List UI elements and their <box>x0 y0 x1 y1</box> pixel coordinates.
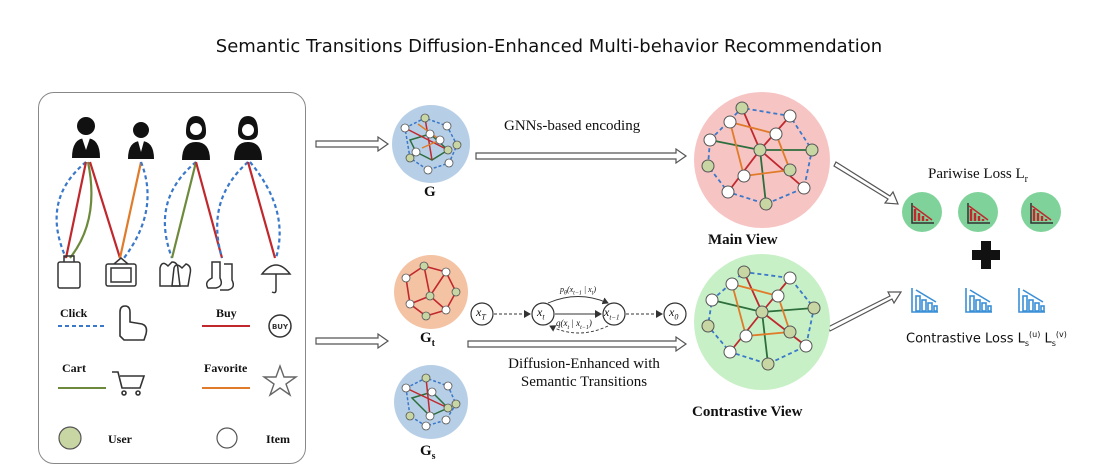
click-legend-label: Click <box>60 306 88 320</box>
arrow-to-gt <box>315 332 390 350</box>
graph-g <box>392 105 470 183</box>
legend-panel <box>38 92 306 464</box>
user-icon <box>128 122 154 159</box>
contrastive-view-label: Contrastive View <box>692 404 803 420</box>
tv-icon <box>105 257 137 287</box>
encoding-label: GNNs-based encoding <box>504 118 641 134</box>
contrastive-loss-label: Contrastive Loss Ls(u) Ls(v) <box>906 330 1067 348</box>
arrow-main-to-loss <box>833 161 899 205</box>
hollow-arrows <box>315 135 903 353</box>
interaction-edges <box>55 161 281 259</box>
node-x0 <box>663 302 687 326</box>
graph-gs <box>394 365 468 439</box>
node-x0-label: x0 <box>669 305 679 322</box>
graph-gt-label: Gt <box>420 330 436 349</box>
click-edge <box>123 161 149 259</box>
gloves-icon <box>159 261 192 287</box>
arrow-encoding <box>475 147 688 165</box>
arrow-to-g <box>315 135 390 153</box>
item-legend-label: Item <box>266 432 290 446</box>
loss-icon <box>902 192 942 232</box>
buy-badge-icon: BUY <box>268 314 292 338</box>
diffusion-chain <box>470 296 687 334</box>
buy-edge <box>194 161 224 259</box>
click-edge <box>249 161 281 259</box>
bag-icon <box>57 255 81 289</box>
diffusion-label-line1: Diffusion-Enhanced with <box>508 356 660 372</box>
forward-process-label: q(xt | xt−1) <box>556 318 592 331</box>
cart-legend-label: Cart <box>62 361 86 375</box>
graph-g-label: G <box>424 184 436 200</box>
user-icon <box>72 117 100 158</box>
graph-gs-label: Gs <box>420 443 436 462</box>
cart-icon <box>112 371 146 396</box>
buy-legend-label: Buy <box>216 306 237 320</box>
user-legend-label: User <box>108 432 132 446</box>
user-icon <box>234 116 262 160</box>
loss-icon <box>1021 192 1061 232</box>
buy-badge-label: BUY <box>272 323 289 331</box>
cart-edge <box>69 161 93 259</box>
contrastive-loss-icons <box>911 288 1045 313</box>
favorite-edge <box>118 161 143 259</box>
node-xt <box>531 302 555 326</box>
node-xt1-label: xt−1 <box>604 305 620 322</box>
legend-marks: BUY <box>58 305 299 450</box>
buy-edge <box>88 161 122 259</box>
click-edge <box>163 161 197 259</box>
buy-edge <box>64 161 88 259</box>
star-icon <box>261 363 299 397</box>
reverse-process-label: pθ(xt−1 | xt) <box>560 285 596 297</box>
node-xT-label: xT <box>476 305 486 322</box>
umbrella-icon <box>260 264 292 294</box>
hand-pointer-icon <box>119 305 148 341</box>
socks-icon <box>205 261 235 291</box>
main-view-label: Main View <box>708 232 778 248</box>
item-node-legend <box>216 427 238 449</box>
pairwise-loss-label: Pariwise Loss Lr <box>928 166 1029 185</box>
loss-icon <box>1018 288 1045 313</box>
node-xt-label: xt <box>537 305 545 322</box>
arrow-contrastive-to-loss <box>827 291 903 332</box>
plus-icon <box>972 241 1000 269</box>
graph-gt <box>394 255 468 329</box>
click-edge <box>55 161 87 259</box>
pairwise-loss-icons <box>902 192 1061 232</box>
cart-edge <box>170 161 198 259</box>
user-node-legend <box>58 426 82 450</box>
main-view-graph <box>694 92 830 228</box>
user-icons <box>72 116 262 160</box>
arrow-diffusion <box>467 335 688 353</box>
loss-icon <box>958 192 998 232</box>
node-xt1 <box>602 302 626 326</box>
click-edge <box>216 161 249 259</box>
contrastive-view-graph <box>694 254 830 390</box>
favorite-legend-label: Favorite <box>204 361 248 375</box>
buy-edge <box>246 161 277 259</box>
diagram-title: Semantic Transitions Diffusion-Enhanced … <box>215 36 883 57</box>
node-xT <box>470 302 494 326</box>
user-icon <box>182 116 210 160</box>
diffusion-label-line2: Semantic Transitions <box>520 374 648 390</box>
item-icons <box>57 255 292 294</box>
loss-icon <box>965 288 992 313</box>
loss-icon <box>911 288 938 313</box>
